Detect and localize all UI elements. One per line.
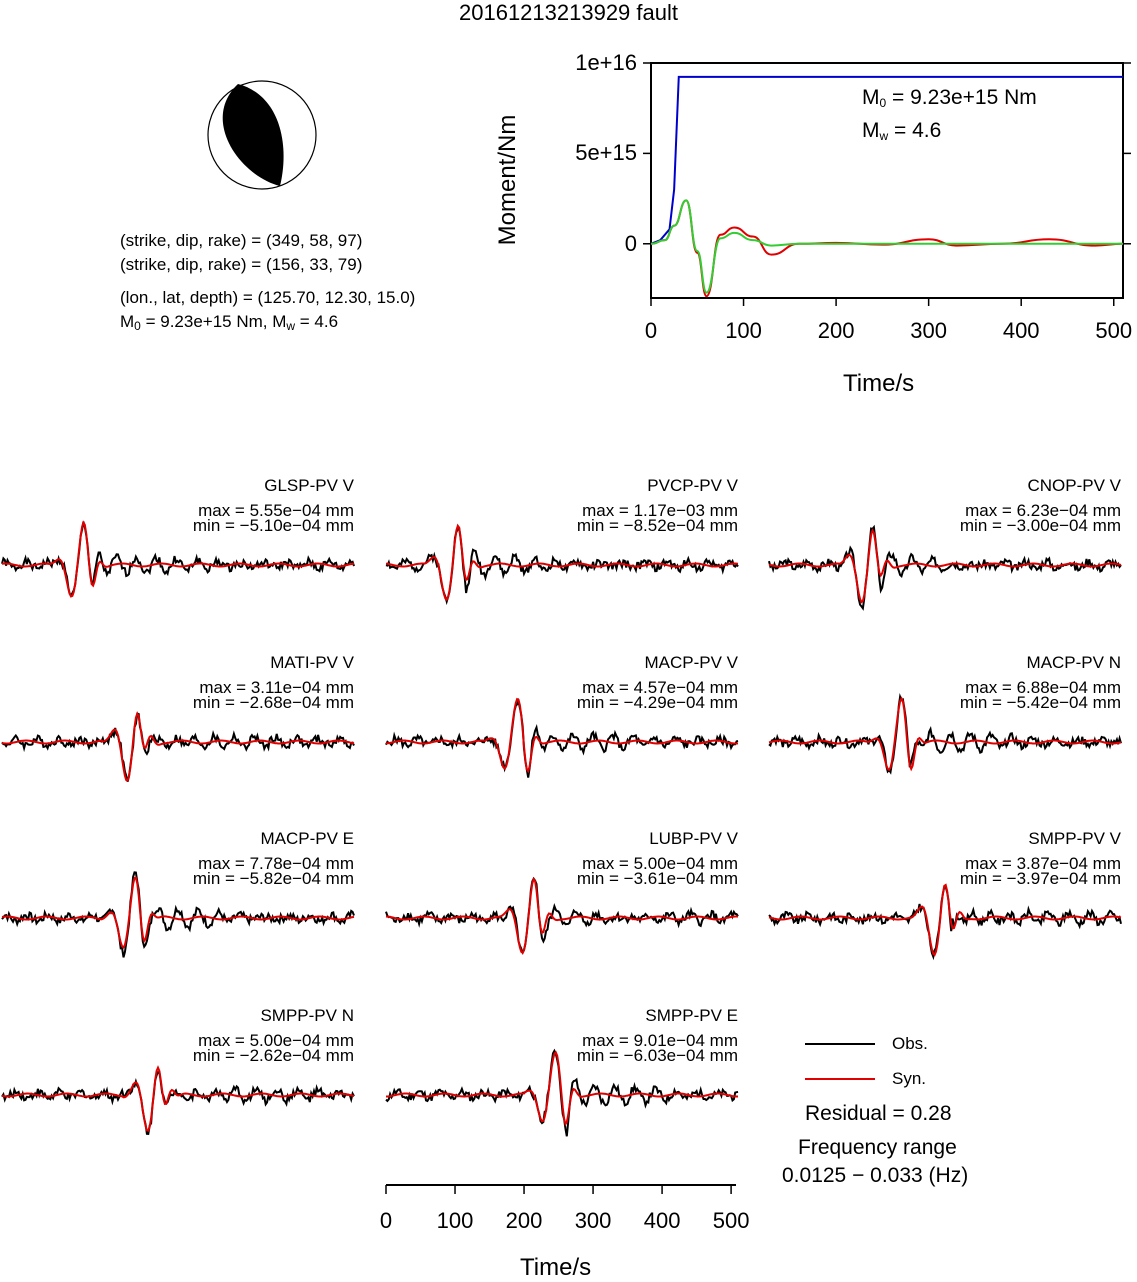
trace-min: min = −8.52e−04 mm <box>576 516 738 535</box>
obs-waveform <box>1 1071 355 1135</box>
syn-waveform <box>385 876 739 955</box>
trace-name: GLSP-PV V <box>264 476 354 495</box>
trace-name: MACP-PV E <box>260 829 354 848</box>
obs-waveform <box>1 712 355 782</box>
wave-xtick-label: 300 <box>574 1208 612 1233</box>
trace-max: max = 4.57e−04 mm <box>582 678 738 697</box>
trace-min: min = −5.82e−04 mm <box>192 869 354 888</box>
legend-obs-label: Obs. <box>892 1034 928 1053</box>
syn-waveform <box>385 697 739 774</box>
trace-max: max = 3.11e−04 mm <box>199 678 354 697</box>
trace-min: min = −5.42e−04 mm <box>959 693 1121 712</box>
trace-cnop-pv-v <box>768 524 1122 611</box>
trace-max: max = 1.17e−03 mm <box>582 501 738 520</box>
trace-name: LUBP-PV V <box>649 829 738 848</box>
trace-max: max = 3.87e−04 mm <box>965 854 1121 873</box>
syn-waveform <box>768 528 1122 604</box>
nodal-plane-1: (strike, dip, rake) = (349, 58, 97) <box>120 231 363 250</box>
trace-max: max = 6.23e−04 mm <box>965 501 1121 520</box>
syn-waveform <box>1 876 355 949</box>
wave-xtick-label: 500 <box>712 1208 750 1233</box>
trace-name: CNOP-PV V <box>1027 476 1121 495</box>
obs-waveform <box>768 693 1122 775</box>
trace-name: MATI-PV V <box>270 653 354 672</box>
trace-lubp-pv-v <box>385 876 739 955</box>
trace-min: min = −2.62e−04 mm <box>192 1046 354 1065</box>
wave-xtick-label: 0 <box>379 1208 393 1233</box>
wave-xlabel: Time/s <box>520 1254 592 1281</box>
syn-waveform <box>1 520 355 598</box>
moment-ytick-label: 1e+16 <box>575 50 637 75</box>
moment-series-green <box>650 199 1123 294</box>
moment-annotation-m0: M0 = 9.23e+15 Nm <box>862 86 1037 110</box>
trace-min: min = −4.29e−04 mm <box>576 693 738 712</box>
syn-waveform <box>1 1065 355 1132</box>
trace-max: max = 5.00e−04 mm <box>582 854 738 873</box>
syn-waveform <box>768 696 1122 772</box>
wave-xtick-label: 100 <box>436 1208 474 1233</box>
trace-min: min = −3.00e−04 mm <box>959 516 1121 535</box>
nodal-plane-2: (strike, dip, rake) = (156, 33, 79) <box>120 255 363 274</box>
obs-waveform <box>1 521 355 597</box>
trace-max: max = 5.55e−04 mm <box>198 501 354 520</box>
trace-min: min = −5.10e−04 mm <box>192 516 354 535</box>
moment-xtick-label: 200 <box>817 318 855 343</box>
moment-annotation-mw: Mw = 4.6 <box>862 119 942 143</box>
trace-max: max = 5.00e−04 mm <box>198 1031 354 1050</box>
trace-min: min = −3.61e−04 mm <box>576 869 738 888</box>
freq-title: Frequency range <box>798 1136 957 1159</box>
freq-value: 0.0125 − 0.033 (Hz) <box>782 1164 969 1187</box>
obs-waveform <box>768 885 1122 961</box>
trace-name: MACP-PV N <box>1026 653 1121 672</box>
trace-min: min = −2.68e−04 mm <box>192 693 354 712</box>
moment-ytick-label: 5e+15 <box>575 140 637 166</box>
trace-macp-pv-v <box>385 697 739 778</box>
trace-name: SMPP-PV E <box>645 1006 738 1025</box>
moment-xtick-label: 500 <box>1095 318 1133 343</box>
trace-macp-pv-e <box>1 871 355 958</box>
residual-text: Residual = 0.28 <box>805 1102 952 1125</box>
obs-waveform <box>385 876 739 955</box>
obs-waveform <box>768 524 1122 611</box>
trace-name: SMPP-PV N <box>260 1006 354 1025</box>
obs-waveform <box>385 697 739 778</box>
trace-smpp-pv-e <box>385 1048 739 1137</box>
moment-xtick-label: 300 <box>910 318 947 343</box>
trace-smpp-pv-n <box>1 1065 355 1135</box>
moment-ytick-label: 0 <box>624 230 637 256</box>
event-location: (lon., lat, depth) = (125.70, 12.30, 15.… <box>120 288 416 307</box>
trace-min: min = −3.97e−04 mm <box>959 869 1121 888</box>
syn-waveform <box>1 711 355 782</box>
trace-max: max = 9.01e−04 mm <box>582 1031 738 1050</box>
syn-waveform <box>385 523 739 602</box>
syn-waveform <box>386 1050 738 1127</box>
wave-xtick-label: 200 <box>505 1208 543 1233</box>
legend-syn-label: Syn. <box>892 1069 927 1088</box>
trace-max: max = 6.88e−04 mm <box>965 678 1121 697</box>
trace-name: PVCP-PV V <box>647 476 738 495</box>
wave-xtick-label: 400 <box>643 1208 681 1233</box>
trace-min: min = −6.03e−04 mm <box>576 1046 738 1065</box>
trace-pvcp-pv-v <box>385 523 739 606</box>
trace-smpp-pv-v <box>768 883 1122 961</box>
syn-waveform <box>768 883 1122 957</box>
trace-glsp-pv-v <box>1 520 355 598</box>
trace-name: SMPP-PV V <box>1028 829 1121 848</box>
moment-xlabel: Time/s <box>843 370 915 397</box>
event-magnitude: M0 = 9.23e+15 Nm, Mw = 4.6 <box>120 312 339 333</box>
moment-xtick-label: 0 <box>644 318 658 343</box>
trace-mati-pv-v <box>1 711 355 782</box>
trace-macp-pv-n <box>768 693 1122 775</box>
moment-xtick-label: 400 <box>1002 318 1040 343</box>
trace-name: MACP-PV V <box>644 653 738 672</box>
moment-xtick-label: 100 <box>725 318 762 343</box>
page-title: 20161213213929 fault <box>459 0 678 25</box>
trace-max: max = 7.78e−04 mm <box>198 854 354 873</box>
